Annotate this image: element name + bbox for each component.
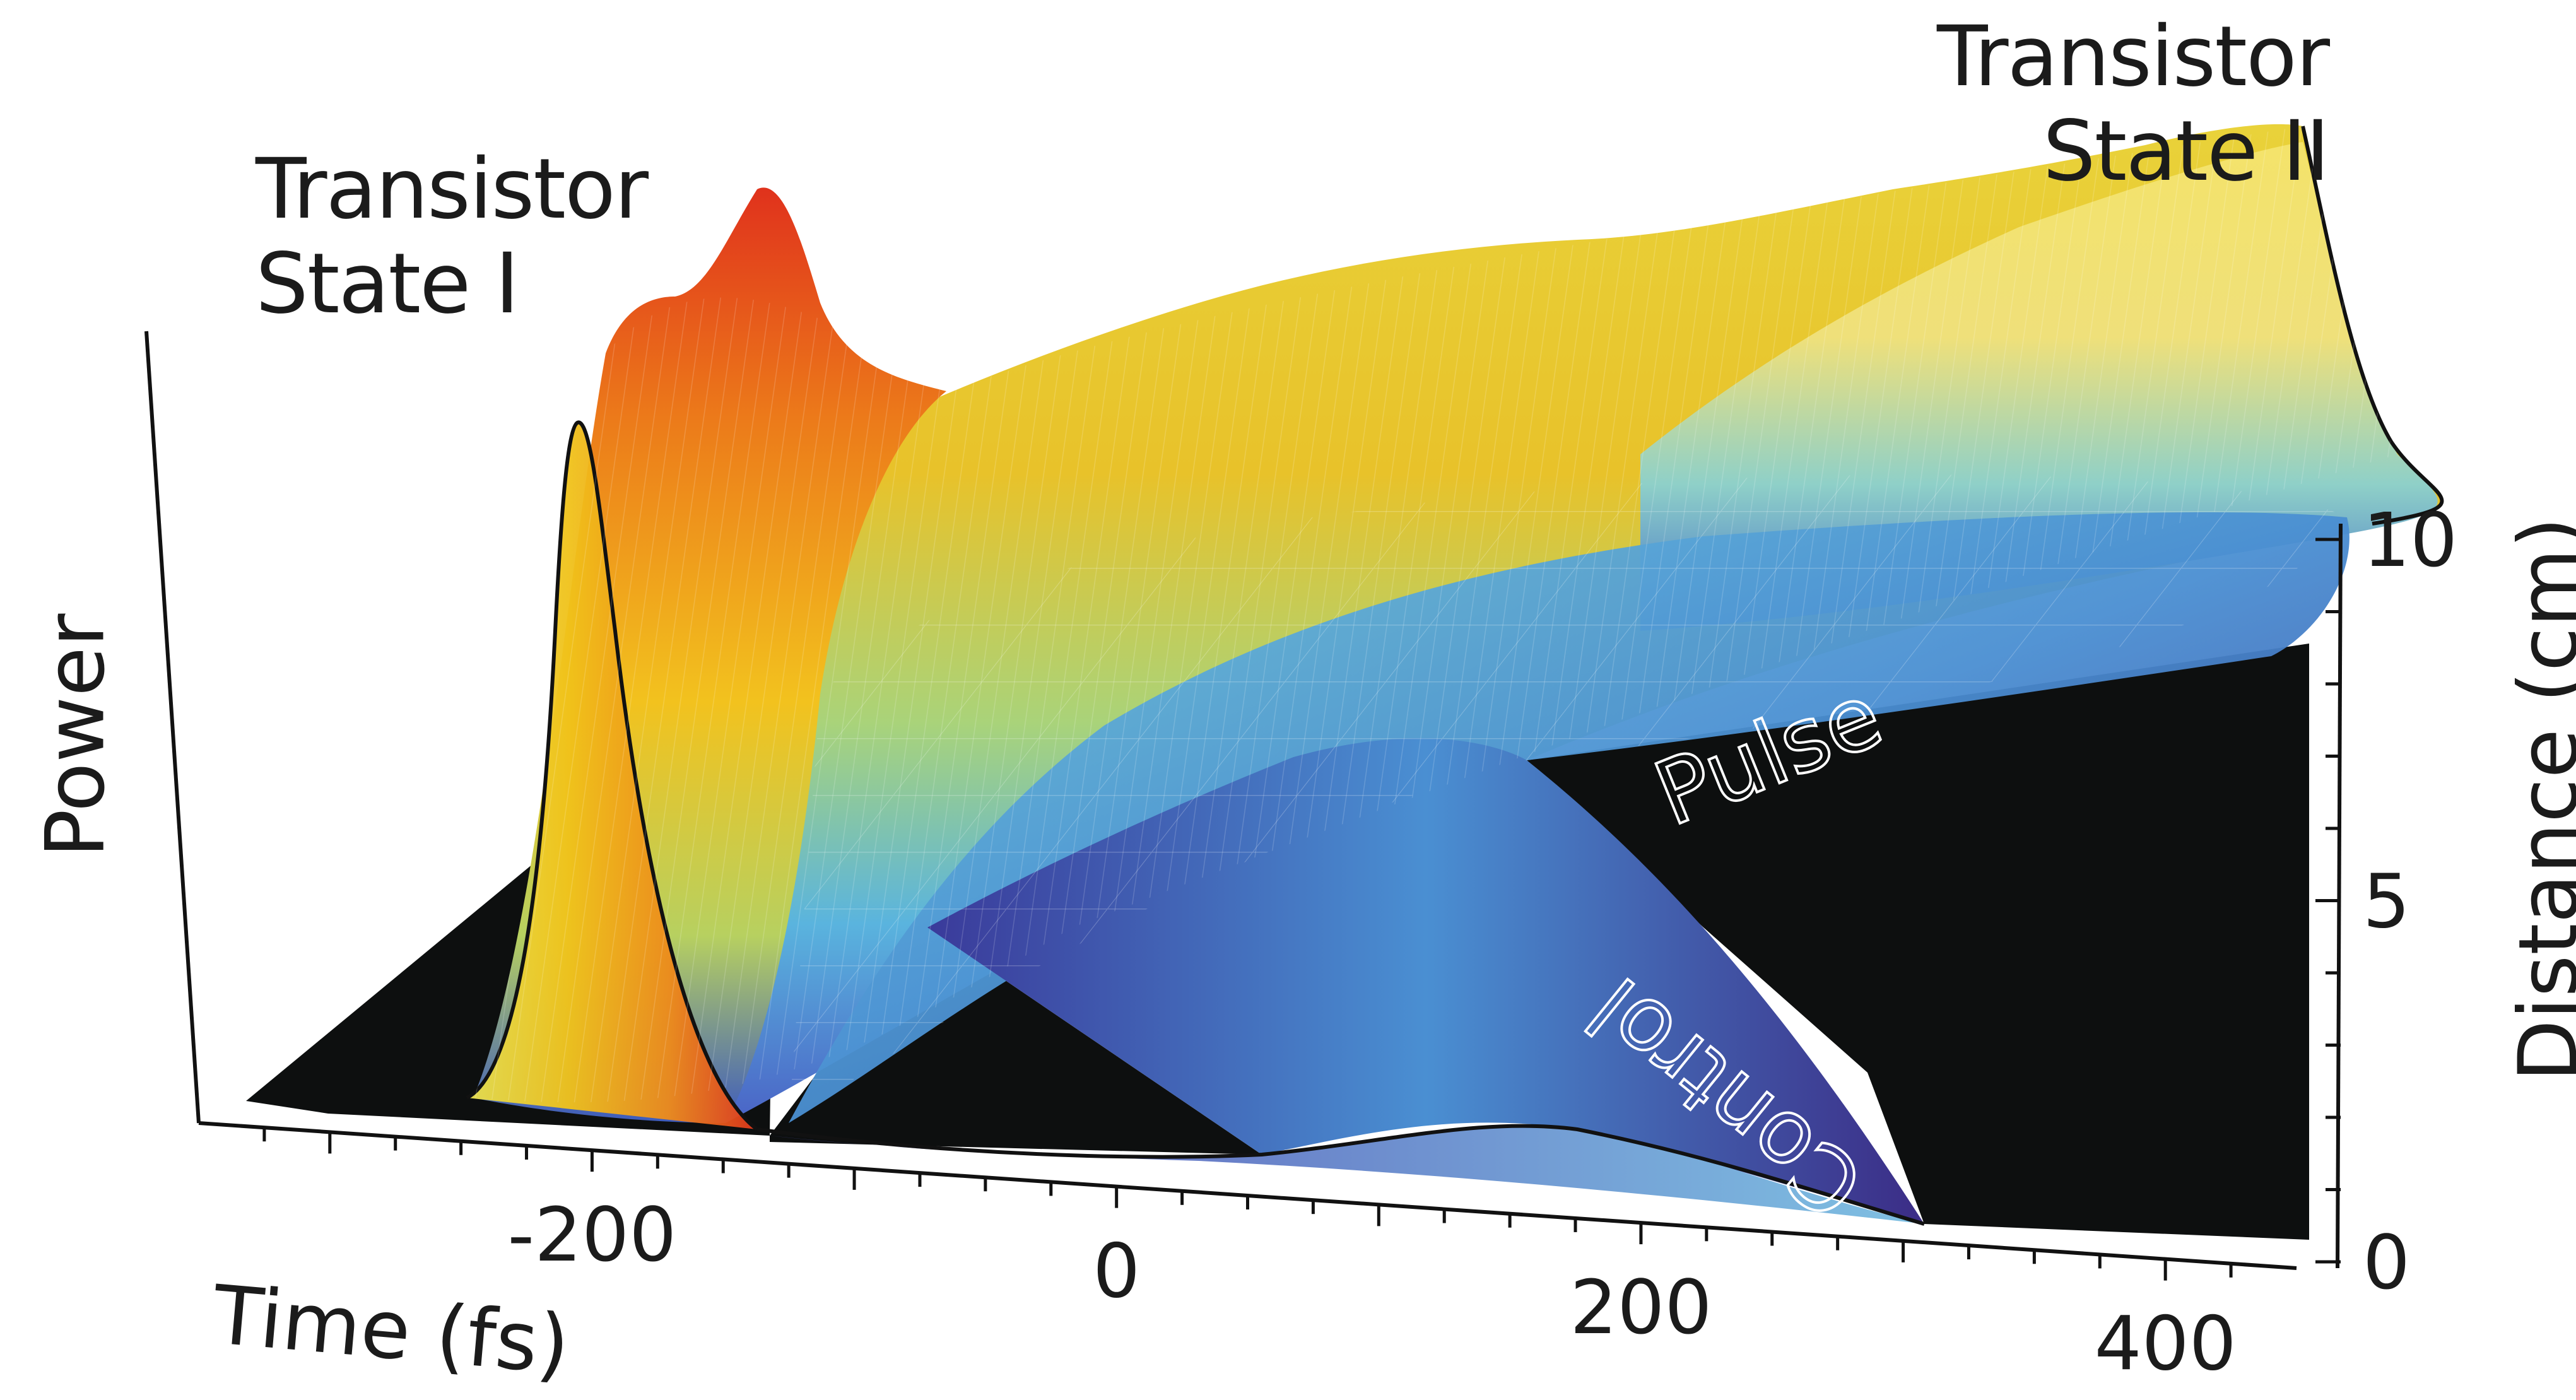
surface-front-edge: [756, 1124, 1925, 1226]
y-tick-label: 5: [2363, 858, 2410, 945]
state-one-line-2: State I: [256, 235, 519, 332]
floor-right: [1527, 644, 2309, 1240]
x-tick-label: 400: [2095, 1300, 2237, 1387]
distance-ticks: [2315, 538, 2341, 1264]
surface-grid: [789, 474, 2347, 1123]
y-tick-label: 10: [2363, 497, 2457, 584]
surface-tail: [770, 1126, 1924, 1224]
x-tick-labels: -200 0 200 400: [508, 1191, 2237, 1387]
state-two-line-1: Transistor: [1937, 8, 2330, 105]
distance-axis: [2336, 523, 2343, 1269]
x-tick-label: 200: [1570, 1264, 1712, 1351]
y-tick-label: 0: [2363, 1219, 2410, 1306]
state-one-line-1: Transistor: [256, 141, 649, 238]
time-ticks: [262, 1127, 2233, 1281]
z-axis-label: Power: [28, 613, 123, 858]
state-one-label: Transistor State I: [256, 141, 649, 332]
state-two-line-2: State II: [2042, 103, 2330, 200]
x-tick-label: 0: [1093, 1228, 1140, 1315]
y-tick-labels: 0 5 10: [2363, 497, 2457, 1306]
x-tick-label: -200: [508, 1191, 677, 1278]
state-two-label: Transistor State II: [1937, 8, 2330, 200]
power-axis: [144, 331, 201, 1124]
y-axis-label: Distance (cm): [2502, 517, 2576, 1082]
